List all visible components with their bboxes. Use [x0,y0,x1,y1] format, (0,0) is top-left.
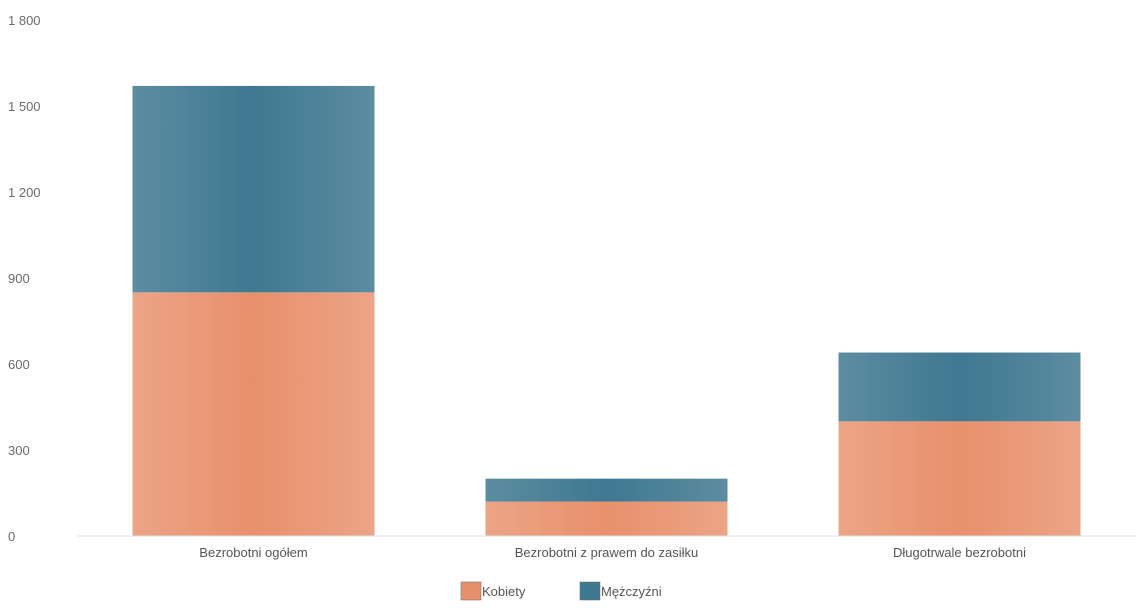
y-tick-label: 900 [8,271,30,286]
y-tick-label: 1 200 [8,185,41,200]
bar-segment-kobiety[interactable] [838,421,1081,536]
y-tick-label: 600 [8,357,30,372]
y-tick-label: 0 [8,529,15,544]
x-category-label: Długotrwale bezrobotni [893,545,1026,560]
bar-segment-kobiety[interactable] [485,501,728,536]
legend-label[interactable]: Mężczyźni [601,584,662,599]
y-tick-label: 1 800 [8,13,41,28]
y-axis: 0 300 600 900 1 200 1 500 1 800 [8,13,41,544]
bars-group [132,85,1081,536]
bar-segment-mezczyzni[interactable] [485,478,728,502]
legend-swatch[interactable] [579,581,601,601]
x-category-label: Bezrobotni z prawem do zasiłku [515,545,699,560]
x-category-label: Bezrobotni ogółem [199,545,307,560]
legend-swatch[interactable] [460,581,482,601]
bar-segment-mezczyzni[interactable] [132,85,375,293]
y-tick-label: 1 500 [8,99,41,114]
x-axis: Bezrobotni ogółem Bezrobotni z prawem do … [77,535,1136,560]
bar-segment-kobiety[interactable] [132,292,375,536]
legend: Kobiety Mężczyźni [460,581,662,601]
legend-label[interactable]: Kobiety [482,584,526,599]
bar-segment-mezczyzni[interactable] [838,352,1081,422]
y-tick-label: 300 [8,443,30,458]
